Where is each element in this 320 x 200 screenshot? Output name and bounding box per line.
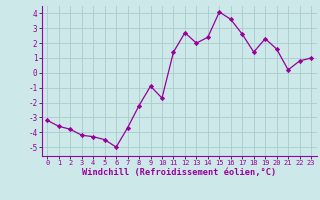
X-axis label: Windchill (Refroidissement éolien,°C): Windchill (Refroidissement éolien,°C) bbox=[82, 168, 276, 177]
